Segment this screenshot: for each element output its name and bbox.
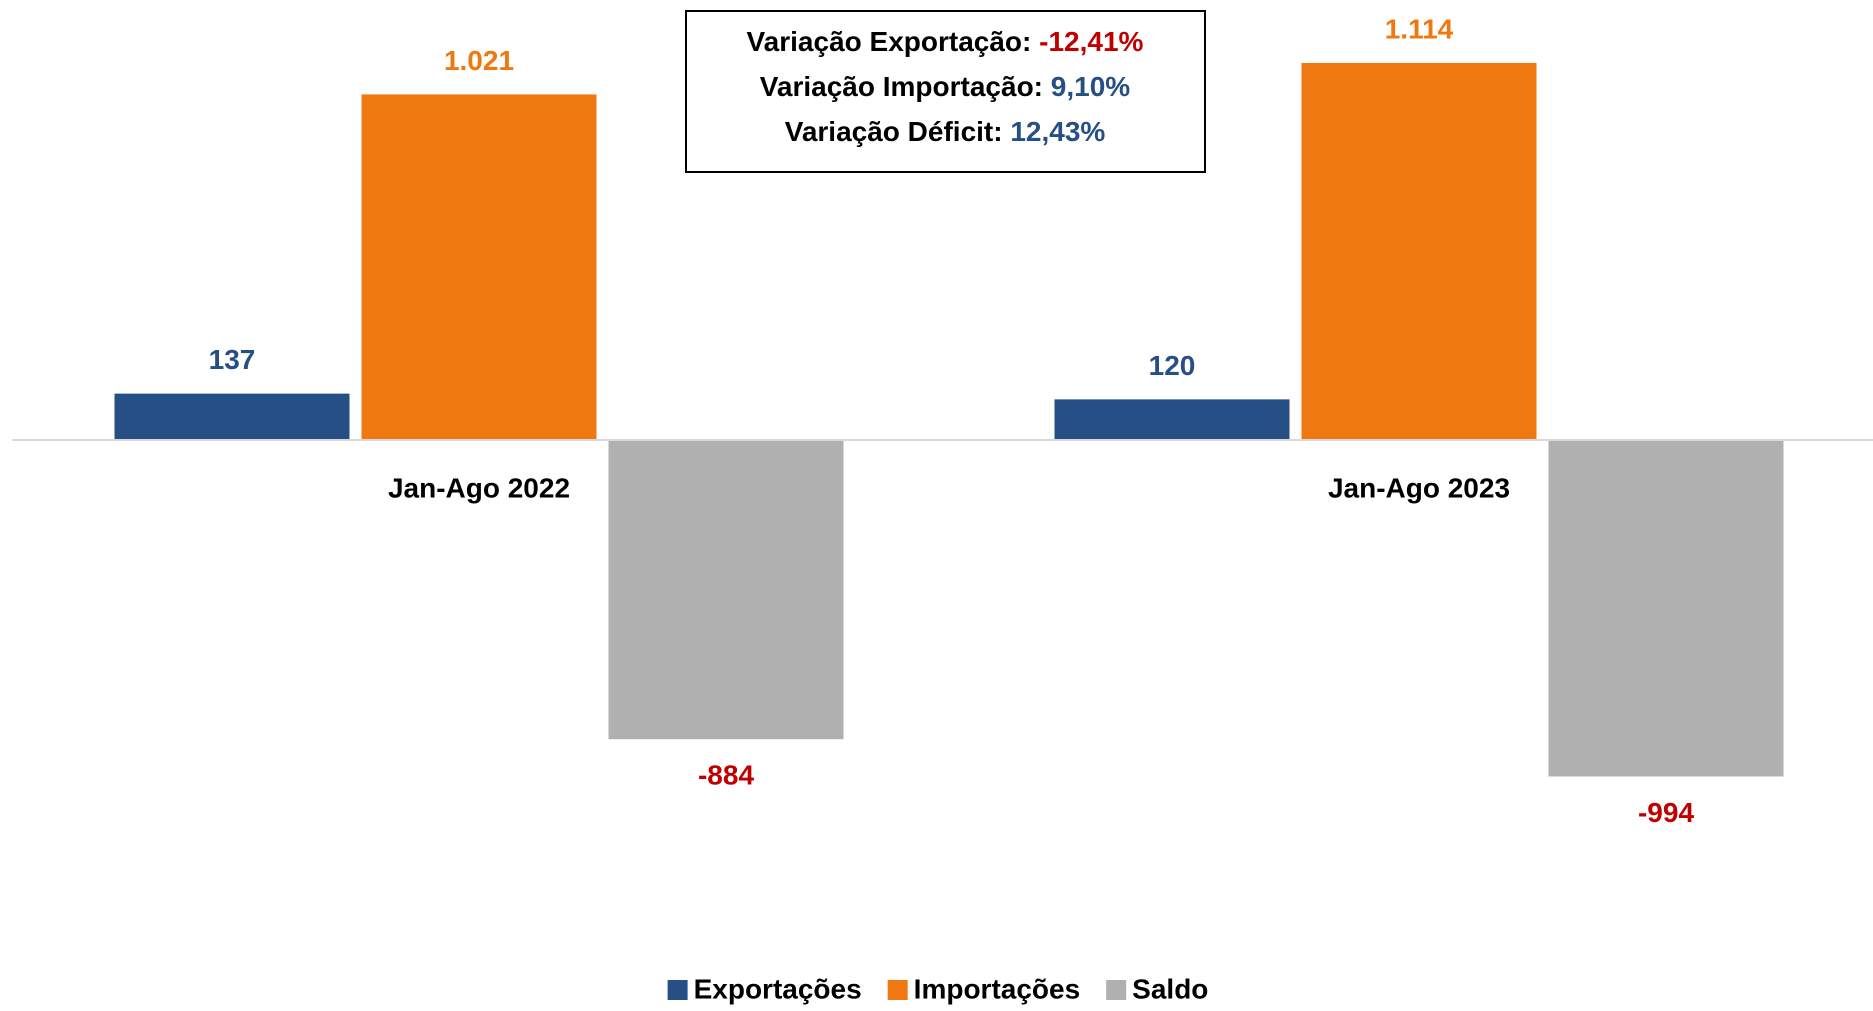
annotation-value: 9,10% [1051,71,1130,102]
annotation-box [685,10,1206,173]
bar [361,94,597,440]
legend-label: Exportações [694,973,862,1004]
legend-swatch [887,980,908,1000]
legend-swatch [667,980,688,1000]
annotation-label: Variação Déficit: [785,116,1003,147]
data-label: 1.021 [444,45,514,76]
data-label: 120 [1149,350,1196,381]
data-label: 1.114 [1385,13,1454,44]
bar [1301,62,1537,440]
bar [114,393,350,440]
annotation-value: 12,43% [1010,116,1105,147]
annotation-line: Variação Déficit: 12,43% [785,116,1106,147]
data-label: -994 [1638,797,1694,828]
legend-label: Saldo [1132,973,1208,1004]
annotation-label: Variação Exportação: [747,26,1032,57]
bar [1548,440,1784,777]
annotation-label: Variação Importação: [760,71,1043,102]
data-label: -884 [698,760,754,791]
x-tick-label: Jan-Ago 2023 [1328,472,1510,503]
annotation-line: Variação Exportação: -12,41% [747,26,1144,57]
bar [608,440,844,740]
legend-label: Importações [914,973,1081,1004]
data-label: 137 [209,344,256,375]
legend: Exportações Importações Saldo [667,973,1208,1004]
legend-swatch [1106,980,1127,1000]
annotation-value: -12,41% [1039,26,1143,57]
annotation-line: Variação Importação: 9,10% [760,71,1131,102]
x-tick-label: Jan-Ago 2022 [388,472,570,503]
bar [1054,399,1290,440]
